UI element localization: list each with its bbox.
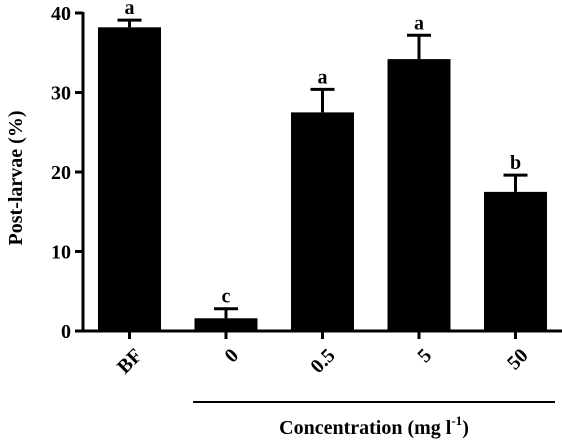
x-axis-label: Concentration (mg l-1) [279,413,469,439]
y-tick-label-20: 20 [51,162,71,184]
y-tick-label-40: 40 [51,3,71,25]
y-axis: 0 10 20 30 40 [51,3,85,343]
error-bars-group [117,18,528,319]
bar-BF [98,27,161,332]
y-tick-label-0: 0 [61,321,71,343]
x-tick-label-50: 50 [503,345,533,375]
significance-letter-BF: a [125,0,135,19]
x-axis-label-superscript: -1 [451,413,462,428]
bar-50 [484,191,547,331]
y-tick-label-30: 30 [51,83,71,105]
bar-0 [194,318,258,331]
x-tick-label-BF: BF [113,345,147,379]
bars-group [98,27,547,332]
bar-0.5 [291,112,354,331]
x-axis [81,329,562,339]
x-tick-label-0: 0 [221,345,244,368]
y-axis-label: Post-larvae (%) [5,111,27,246]
x-tick-label-5: 5 [414,345,437,368]
significance-letter-50: b [510,152,521,174]
significance-letter-0: c [222,286,231,308]
x-axis-label-main: Concentration (mg l [279,417,452,439]
x-tick-labels: BF 0 0.5 5 50 [113,345,533,379]
bar-5 [387,59,451,332]
significance-letters-group: a c a a b [125,0,522,308]
significance-letter-0.5: a [318,66,328,88]
x-tick-label-0.5: 0.5 [306,345,339,378]
significance-letter-5: a [414,12,424,34]
y-tick-label-10: 10 [51,242,71,264]
x-axis-label-suffix: ) [462,417,469,439]
